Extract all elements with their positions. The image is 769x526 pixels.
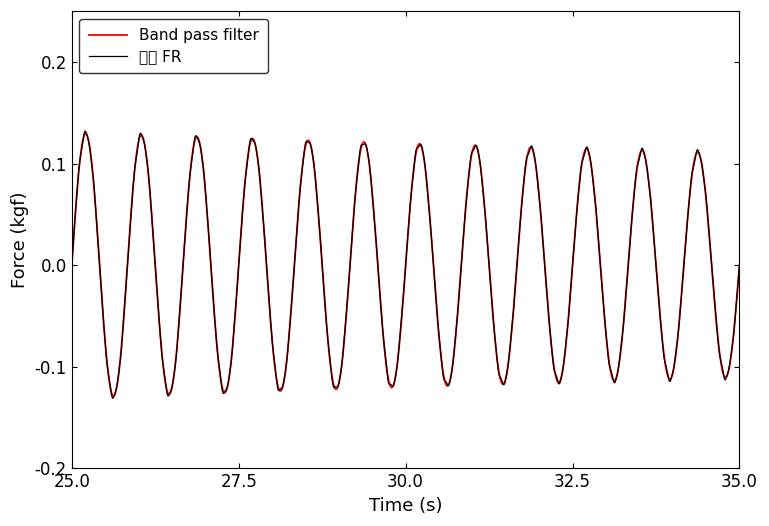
X-axis label: Time (s): Time (s) [369, 497, 442, 515]
장력 FR [562, 331, 571, 338]
장력 FR [81, 128, 90, 134]
Line: Band pass filter: Band pass filter [72, 134, 740, 396]
Legend: Band pass filter, 장력 FR: Band pass filter, 장력 FR [79, 19, 268, 73]
장력 FR [108, 395, 118, 401]
Band pass filter [562, 331, 571, 338]
장력 FR [491, 347, 501, 353]
Y-axis label: Force (kgf): Force (kgf) [11, 191, 29, 288]
Band pass filter [735, 262, 744, 268]
Band pass filter [491, 347, 501, 353]
Line: 장력 FR: 장력 FR [72, 131, 740, 398]
장력 FR [67, 262, 76, 268]
Band pass filter [101, 342, 110, 348]
Band pass filter [67, 262, 76, 268]
장력 FR [462, 190, 471, 197]
장력 FR [735, 262, 744, 268]
Band pass filter [81, 130, 90, 137]
장력 FR [598, 290, 608, 297]
장력 FR [101, 343, 110, 349]
Band pass filter [462, 189, 471, 196]
장력 FR [309, 159, 318, 165]
Band pass filter [598, 291, 608, 297]
Band pass filter [309, 160, 318, 166]
Band pass filter [109, 393, 118, 399]
